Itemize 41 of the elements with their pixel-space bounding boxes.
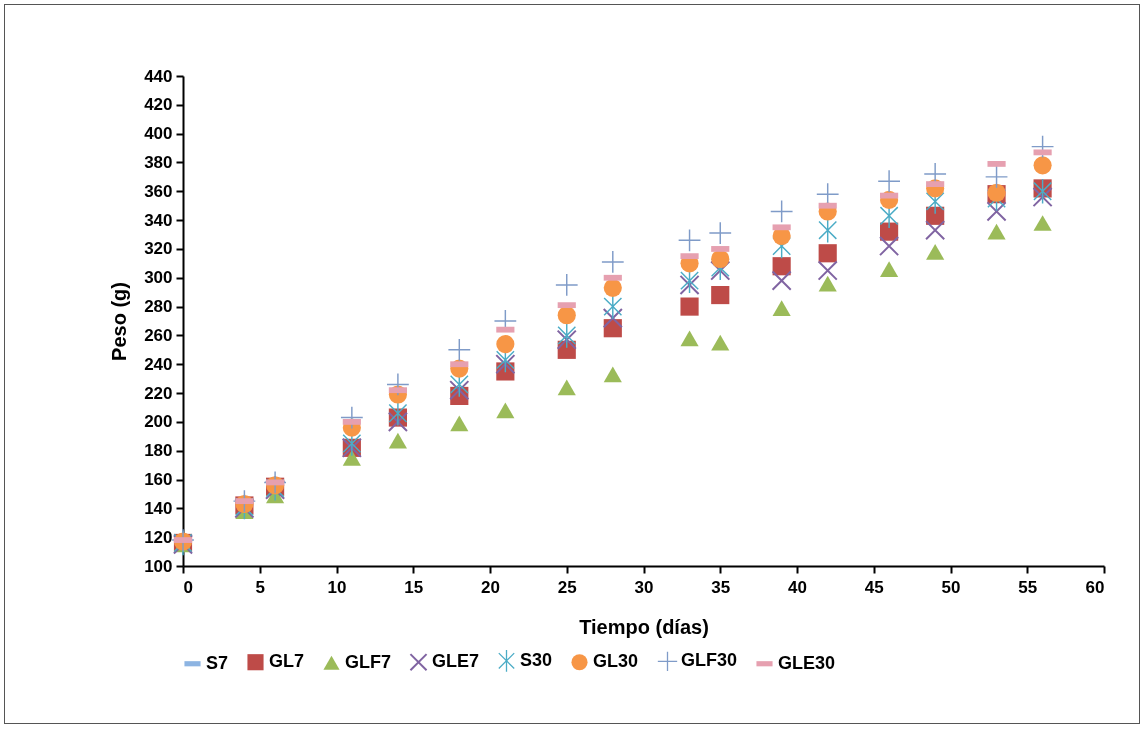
legend-label: GL30 (593, 651, 639, 672)
x-tick-label: 55 (1018, 577, 1038, 597)
y-tick-label: 240 (144, 354, 173, 374)
legend-label: GLE30 (778, 652, 836, 673)
legend-label: GL7 (269, 651, 305, 672)
y-axis-title: Peso (g) (108, 282, 131, 361)
y-tick-label: 420 (144, 95, 173, 115)
y-tick-label: 360 (144, 181, 173, 201)
x-tick-label: 0 (183, 577, 193, 597)
x-tick-label: 60 (1085, 577, 1105, 597)
y-tick-label: 160 (144, 470, 173, 490)
y-tick-label: 120 (144, 527, 173, 547)
legend-label: GLF7 (345, 651, 392, 672)
y-tick-label: 220 (144, 383, 173, 403)
y-tick-label: 140 (144, 498, 173, 518)
x-tick-label: 10 (327, 577, 347, 597)
y-tick-label: 300 (144, 268, 173, 288)
x-tick-label: 45 (864, 577, 884, 597)
y-tick-label: 320 (144, 239, 173, 259)
y-tick-label: 380 (144, 152, 173, 172)
y-tick-label: 200 (144, 412, 173, 432)
legend-label: S30 (520, 649, 553, 670)
y-tick-label: 260 (144, 325, 173, 345)
x-tick-label: 25 (557, 577, 577, 597)
x-tick-label: 15 (404, 577, 424, 597)
x-tick-label: 5 (255, 577, 265, 597)
y-tick-label: 280 (144, 297, 173, 317)
x-axis-title: Tiempo (días) (579, 615, 709, 638)
legend-label: GLE7 (432, 651, 480, 672)
y-tick-label: 100 (144, 556, 173, 576)
y-tick-label: 440 (144, 66, 173, 86)
x-tick-label: 40 (788, 577, 807, 597)
y-tick-label: 180 (144, 441, 173, 461)
y-tick-label: 400 (144, 124, 173, 144)
x-tick-label: 50 (941, 577, 961, 597)
x-tick-label: 35 (711, 577, 731, 597)
legend-label: GLF30 (681, 650, 738, 671)
y-tick-label: 340 (144, 210, 173, 230)
x-tick-label: 20 (481, 577, 500, 597)
legend-label: S7 (206, 652, 229, 673)
x-tick-label: 30 (634, 577, 654, 597)
